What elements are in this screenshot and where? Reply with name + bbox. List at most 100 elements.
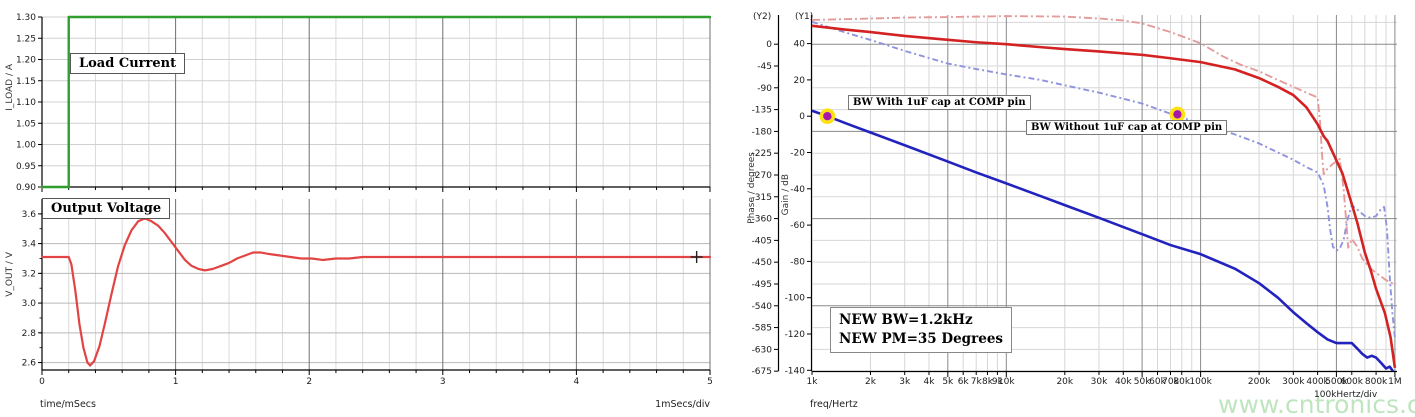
svg-text:3: 3 bbox=[440, 377, 446, 387]
svg-text:1.10: 1.10 bbox=[16, 98, 36, 108]
pane-output-voltage: 2.6 2.8 3.0 3.2 3.4 3.6 bbox=[22, 199, 712, 375]
svg-text:-45: -45 bbox=[757, 62, 772, 72]
svg-text:8k: 8k bbox=[982, 377, 994, 387]
svg-text:-315: -315 bbox=[752, 193, 772, 203]
svg-text:-40: -40 bbox=[790, 185, 805, 195]
svg-text:4k: 4k bbox=[924, 377, 936, 387]
y1-axis-header: (Y1) bbox=[795, 12, 814, 22]
svg-text:3.4: 3.4 bbox=[22, 240, 37, 250]
bandwidth-note[interactable]: NEW BW=1.2kHz NEW PM=35 Degrees bbox=[830, 307, 1013, 353]
svg-text:40: 40 bbox=[794, 40, 806, 50]
y2-axis-header: (Y2) bbox=[753, 12, 772, 22]
svg-text:3.2: 3.2 bbox=[22, 269, 36, 279]
svg-text:-140: -140 bbox=[785, 366, 806, 376]
svg-text:100k: 100k bbox=[1189, 377, 1212, 387]
gain-with-cap-curve bbox=[812, 109, 1395, 371]
phase-axis-label: Phase / degrees bbox=[747, 152, 757, 224]
load-current-curve bbox=[40, 15, 712, 189]
svg-text:70k: 70k bbox=[1162, 377, 1179, 387]
svg-text:-120: -120 bbox=[785, 330, 806, 340]
svg-text:1.00: 1.00 bbox=[16, 141, 36, 151]
svg-text:1.30: 1.30 bbox=[16, 13, 36, 23]
bw-marker-with-cap[interactable] bbox=[819, 108, 836, 124]
gain-axis-label: Gain / dB bbox=[781, 174, 791, 216]
svg-text:1k: 1k bbox=[807, 377, 819, 387]
svg-text:3.6: 3.6 bbox=[22, 210, 37, 220]
svg-text:-60: -60 bbox=[790, 221, 805, 231]
measurement-cursor[interactable] bbox=[690, 250, 703, 263]
svg-text:60k: 60k bbox=[1149, 377, 1166, 387]
transient-chart: 0.900.951.001.051.101.151.201.251.302.62… bbox=[16, 13, 713, 387]
svg-text:-675: -675 bbox=[752, 367, 772, 377]
svg-text:200k: 200k bbox=[1248, 377, 1271, 387]
svg-text:300k: 300k bbox=[1282, 377, 1305, 387]
svg-text:6k: 6k bbox=[958, 377, 970, 387]
svg-text:20k: 20k bbox=[1056, 377, 1073, 387]
watermark: www.cntronics.com bbox=[1218, 390, 1415, 417]
svg-text:10k: 10k bbox=[998, 377, 1015, 387]
svg-text:30k: 30k bbox=[1091, 377, 1108, 387]
svg-text:-135: -135 bbox=[752, 106, 772, 116]
svg-text:7k: 7k bbox=[971, 377, 983, 387]
svg-text:3k: 3k bbox=[899, 377, 911, 387]
svg-text:9k: 9k bbox=[992, 377, 1004, 387]
svg-text:0.95: 0.95 bbox=[16, 162, 36, 172]
svg-text:2: 2 bbox=[306, 377, 312, 387]
svg-text:1.05: 1.05 bbox=[16, 119, 36, 129]
svg-text:50k: 50k bbox=[1134, 377, 1151, 387]
svg-text:2.6: 2.6 bbox=[22, 359, 37, 369]
bode-curves bbox=[812, 15, 1397, 371]
svg-text:500k: 500k bbox=[1325, 377, 1348, 387]
svg-text:-270: -270 bbox=[752, 171, 773, 181]
note-line-2: NEW PM=35 Degrees bbox=[839, 330, 1004, 347]
svg-text:20: 20 bbox=[794, 76, 806, 86]
svg-text:-450: -450 bbox=[752, 258, 773, 268]
svg-text:1.15: 1.15 bbox=[16, 77, 36, 87]
bw-with-cap-annotation[interactable]: BW With 1uF cap at COMP pin bbox=[848, 95, 1031, 110]
svg-text:400k: 400k bbox=[1306, 377, 1329, 387]
svg-text:-180: -180 bbox=[752, 127, 773, 137]
svg-text:1.25: 1.25 bbox=[16, 34, 36, 44]
svg-text:-90: -90 bbox=[757, 84, 772, 94]
svg-text:-80: -80 bbox=[790, 257, 805, 267]
svg-text:5: 5 bbox=[707, 377, 713, 387]
note-line-1: NEW BW=1.2kHz bbox=[839, 312, 973, 328]
svg-text:-495: -495 bbox=[752, 280, 772, 290]
output-voltage-curve bbox=[40, 217, 712, 367]
load-current-label: Load Current bbox=[70, 53, 186, 74]
svg-text:0.90: 0.90 bbox=[16, 183, 36, 193]
svg-text:600k: 600k bbox=[1341, 377, 1364, 387]
svg-text:1.20: 1.20 bbox=[16, 56, 36, 66]
iload-axis-label: I_LOAD / A bbox=[5, 64, 15, 111]
svg-text:3.0: 3.0 bbox=[22, 299, 37, 309]
svg-text:40k: 40k bbox=[1115, 377, 1132, 387]
bw-without-cap-annotation[interactable]: BW Without 1uF cap at COMP pin bbox=[1026, 120, 1228, 135]
bw-marker-without-cap[interactable] bbox=[1169, 106, 1186, 123]
svg-text:-540: -540 bbox=[752, 302, 773, 312]
svg-text:-585: -585 bbox=[752, 324, 772, 334]
freq-div-label: 100kHertz/div bbox=[1314, 390, 1378, 400]
phase-with-cap-curve bbox=[812, 24, 1397, 368]
bode-chart: 40 20 0 -20 -40 -60 -80 -100 -120 -140 0 -45 -90 -135… bbox=[752, 15, 1402, 387]
svg-text:2.8: 2.8 bbox=[22, 329, 37, 339]
svg-text:-405: -405 bbox=[752, 236, 772, 246]
svg-text:-225: -225 bbox=[752, 149, 772, 159]
svg-text:0: 0 bbox=[799, 112, 805, 122]
svg-text:0: 0 bbox=[39, 377, 45, 387]
svg-text:80k: 80k bbox=[1173, 377, 1190, 387]
svg-text:5k: 5k bbox=[942, 377, 954, 387]
svg-text:-360: -360 bbox=[752, 215, 773, 225]
gain-without-cap-curve bbox=[812, 20, 1396, 338]
svg-text:800k: 800k bbox=[1365, 377, 1388, 387]
svg-text:4: 4 bbox=[574, 377, 580, 387]
svg-text:-630: -630 bbox=[752, 345, 773, 355]
vout-axis-label: V_OUT / V bbox=[5, 252, 15, 297]
svg-text:-100: -100 bbox=[785, 294, 806, 304]
output-voltage-label: Output Voltage bbox=[42, 198, 171, 219]
time-axis-label: time/mSecs bbox=[40, 399, 96, 410]
time-div-label: 1mSecs/div bbox=[655, 399, 710, 410]
svg-text:-20: -20 bbox=[790, 149, 805, 159]
svg-text:1M: 1M bbox=[1388, 377, 1402, 387]
